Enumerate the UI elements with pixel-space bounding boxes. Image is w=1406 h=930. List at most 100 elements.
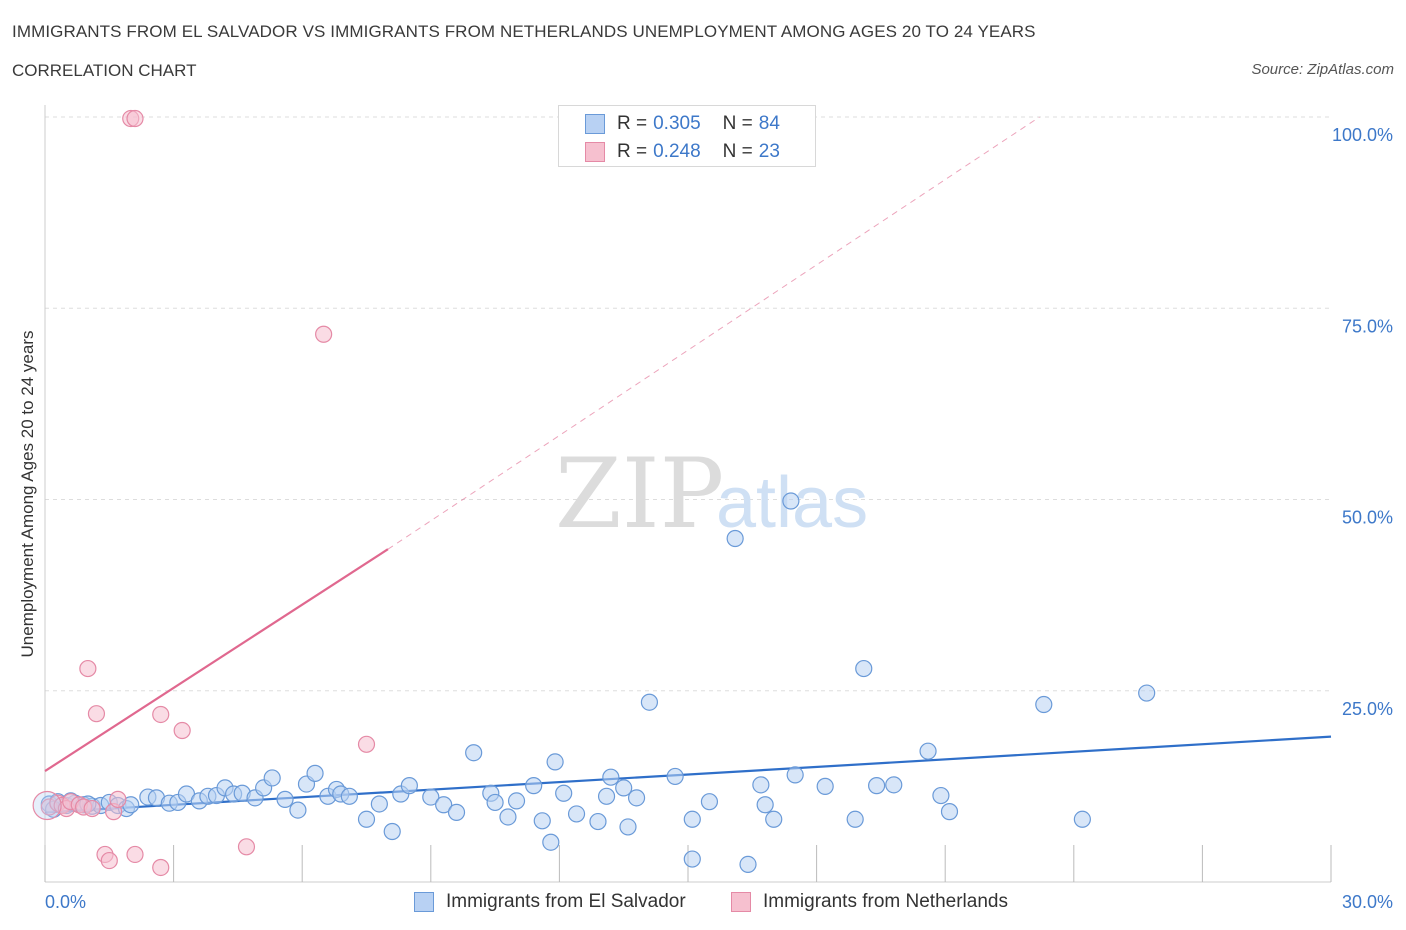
legend-r-label: R = [617,141,648,162]
data-point-netherlands [315,325,333,343]
watermark: ZIP atlas [555,438,868,550]
x-tick-label: 0.0% [45,892,86,912]
data-point-el-salvador [615,779,633,797]
data-point-el-salvador [868,777,886,795]
trend-line-netherlands [44,548,389,772]
y-axis-label: Unemployment Among Ages 20 to 24 years [18,330,37,658]
legend-n-value: 84 [758,113,780,134]
legend-r-label: R = [617,113,648,134]
trend-line-netherlands-extension [387,116,1040,550]
data-point-el-salvador [739,855,757,874]
data-point-el-salvador [786,766,804,784]
data-point-el-salvador [383,822,401,841]
data-point-el-salvador [619,818,637,836]
data-point-el-salvador [542,833,560,851]
x-tick-label: 30.0% [1342,892,1393,912]
data-point-el-salvador [700,793,719,811]
legend-n-value: 23 [758,141,780,162]
grid-layer [45,116,1331,692]
legend-swatch-pink [585,142,605,162]
data-point-el-salvador [885,776,903,794]
data-point-netherlands [83,799,101,818]
data-point-el-salvador [589,812,607,831]
data-point-el-salvador [602,768,620,786]
data-point-netherlands [109,790,127,808]
data-point-netherlands [126,109,144,128]
chart-title: IMMIGRANTS FROM EL SALVADOR VS IMMIGRANT… [12,22,1036,41]
legend-swatch-blue [585,114,605,134]
data-point-el-salvador [486,793,504,812]
series-legend-label: Immigrants from Netherlands [763,891,1008,912]
source-attribution: Source: ZipAtlas.com [1251,61,1394,78]
series-legend-netherlands: Immigrants from Netherlands [731,889,1008,915]
data-point-el-salvador [499,808,517,826]
data-point-el-salvador [640,693,659,711]
series-legend-el-salvador: Immigrants from El Salvador [414,889,686,915]
data-point-el-salvador [276,790,294,808]
data-point-el-salvador [919,742,937,760]
data-point-el-salvador [447,803,466,821]
data-point-el-salvador [263,769,281,787]
data-point-el-salvador [855,659,873,678]
data-point-el-salvador [533,812,551,830]
data-point-el-salvador [683,810,701,828]
axis-layer [44,105,1332,883]
y-tick-label: 25.0% [1342,699,1393,719]
data-point-el-salvador [465,744,483,762]
data-point-netherlands [87,705,106,723]
data-point-netherlands [100,851,118,870]
series-swatch-blue [414,892,434,912]
legend-row-netherlands: R = 0.248 N = 23 [585,138,780,166]
data-point-netherlands [79,659,97,678]
data-point-el-salvador [306,764,324,782]
data-point-el-salvador [546,753,564,771]
data-point-el-salvador [567,805,586,823]
data-point-el-salvador [555,784,573,802]
data-point-el-salvador [370,795,388,813]
data-point-el-salvador [666,767,684,786]
data-point-el-salvador [597,787,616,805]
series-swatch-pink [731,892,751,912]
data-point-el-salvador [357,810,376,828]
data-point-el-salvador [289,801,307,819]
data-point-netherlands [357,735,376,753]
data-point-el-salvador [940,803,959,821]
data-point-el-salvador [816,777,834,795]
watermark-zip: ZIP [555,438,724,550]
y-tick-label: 50.0% [1342,508,1393,528]
data-point-el-salvador [765,810,783,828]
data-point-el-salvador [1138,684,1156,702]
data-point-el-salvador [435,796,453,814]
y-tick-label: 75.0% [1342,316,1393,336]
legend-n-label: N = [722,141,753,162]
tick-label-layer: 25.0% 50.0% 75.0% 100.0% 0.0% 30.0% [45,125,1393,912]
points-layer [32,109,1156,877]
data-point-netherlands [237,838,256,856]
data-point-cluster [32,790,62,821]
data-point-el-salvador [683,850,701,868]
data-point-netherlands [152,705,170,724]
legend-n-label: N = [722,113,753,134]
y-tick-label: 100.0% [1332,125,1393,145]
correlation-legend: R = 0.305 N = 84 R = 0.248 N = 23 [558,105,816,167]
data-point-el-salvador [752,776,770,794]
data-point-el-salvador [422,788,440,806]
chart-subtitle: CORRELATION CHART [12,61,197,80]
legend-r-value: 0.305 [653,113,701,134]
data-point-el-salvador [1035,695,1053,714]
series-legend-label: Immigrants from El Salvador [446,891,686,912]
data-point-el-salvador [1073,810,1091,828]
data-point-el-salvador [340,787,358,805]
legend-row-el-salvador: R = 0.305 N = 84 [585,110,780,138]
data-point-el-salvador [846,810,864,828]
data-point-el-salvador [627,789,646,807]
data-point-el-salvador [932,786,950,805]
data-point-netherlands [152,858,170,877]
data-point-netherlands [126,845,144,864]
legend-r-value: 0.248 [653,141,701,162]
data-point-el-salvador [756,796,774,814]
data-point-el-salvador [400,777,418,795]
data-point-el-salvador [507,792,526,810]
data-point-el-salvador [782,492,800,510]
